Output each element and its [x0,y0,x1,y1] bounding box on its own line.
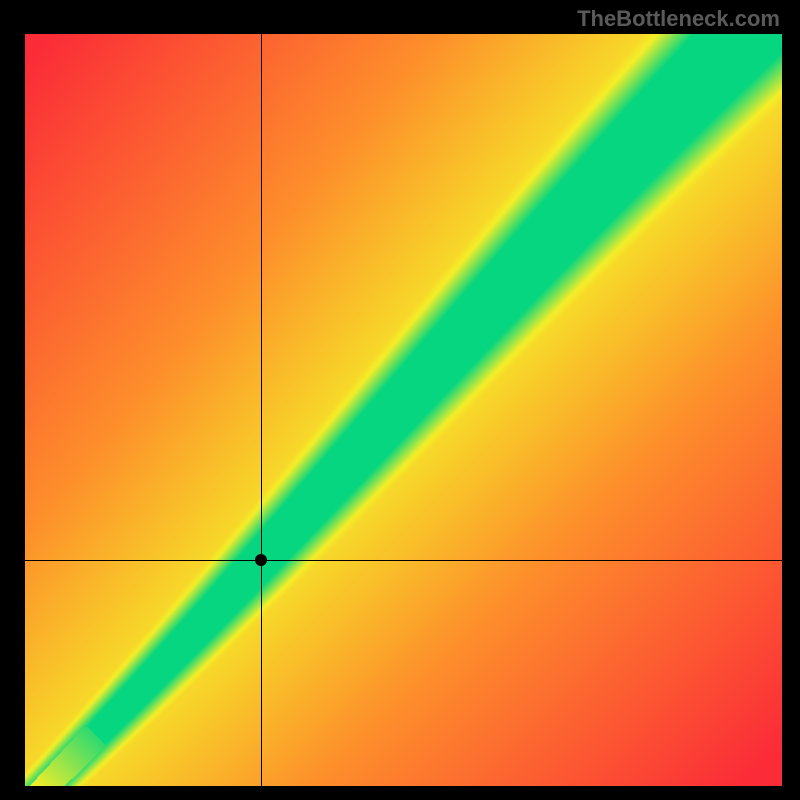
plot-area [25,34,782,786]
heatmap-canvas [25,34,782,786]
crosshair-vertical [261,34,262,786]
watermark-text: TheBottleneck.com [577,6,780,32]
chart-container: TheBottleneck.com [0,0,800,800]
crosshair-marker [255,554,267,566]
crosshair-horizontal [25,560,782,561]
